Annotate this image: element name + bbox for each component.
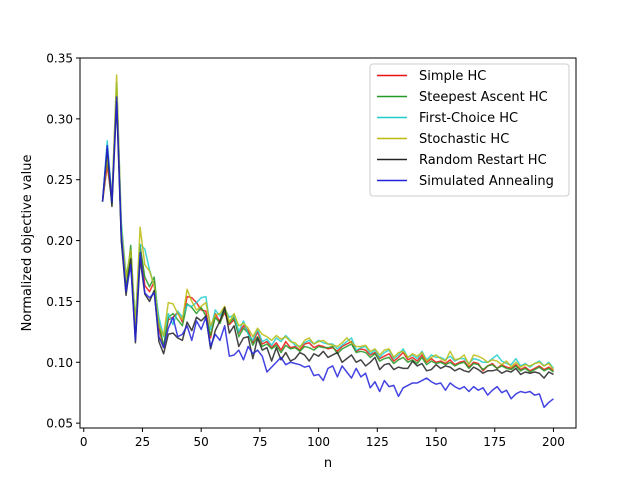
legend: Simple HC Steepest Ascent HC First-Choice …	[369, 63, 570, 197]
legend-label: Simple HC	[419, 69, 486, 84]
series-line-simulated-annealing	[101, 96, 554, 409]
y-tick-label: 0.05	[46, 417, 73, 431]
x-tick-label: 150	[425, 435, 448, 449]
x-tick-label: 175	[483, 435, 506, 449]
x-tick-label: 125	[366, 435, 389, 449]
plot-area	[101, 74, 555, 409]
legend-label: Random Restart HC	[419, 153, 547, 168]
y-tick-label: 0.30	[46, 112, 73, 126]
y-tick-label: 0.25	[46, 173, 73, 187]
y-tick-label: 0.20	[46, 234, 73, 248]
x-axis-label: n	[324, 456, 332, 471]
x-tick-label: 75	[252, 435, 267, 449]
y-axis-ticks: 0.05 0.10 0.15 0.20 0.25 0.30 0.35	[46, 52, 80, 431]
series-layer	[101, 74, 555, 409]
x-tick-label: 25	[135, 435, 150, 449]
legend-label: First-Choice HC	[419, 111, 518, 126]
x-tick-label: 100	[307, 435, 330, 449]
y-axis-label: Normalized objective value	[20, 155, 35, 332]
legend-label: Simulated Annealing	[419, 174, 554, 189]
axes-frame	[79, 57, 577, 429]
x-tick-label: 200	[542, 435, 565, 449]
x-tick-label: 50	[194, 435, 209, 449]
y-tick-label: 0.15	[46, 295, 73, 309]
legend-entries: Simple HC Steepest Ascent HC First-Choice …	[377, 69, 554, 189]
y-tick-label: 0.35	[46, 52, 73, 66]
x-axis-ticks: 0 25 50 75 100 125 150 175 200	[80, 428, 565, 449]
series-line-steepest-ascent-hc	[101, 84, 554, 373]
series-line-random-restart-hc	[101, 101, 554, 379]
legend-box	[369, 63, 570, 197]
series-line-stochastic-hc	[101, 74, 555, 371]
legend-label: Steepest Ascent HC	[419, 90, 548, 105]
x-tick-label: 0	[80, 435, 88, 449]
y-tick-label: 0.10	[46, 356, 73, 370]
legend-label: Stochastic HC	[419, 132, 509, 147]
